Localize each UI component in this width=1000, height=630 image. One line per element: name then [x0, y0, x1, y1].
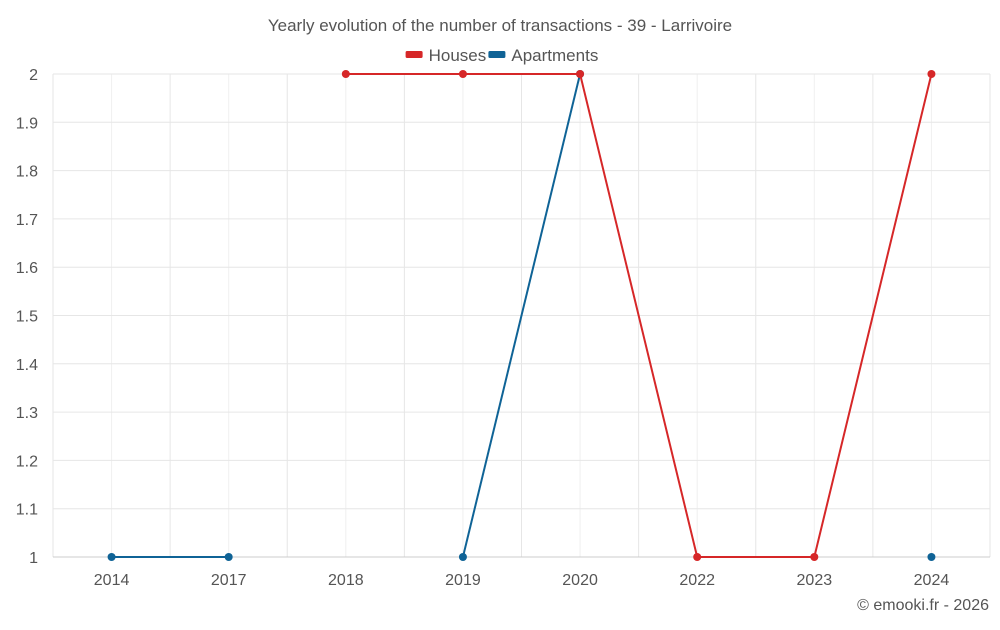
y-tick-label: 1.5: [16, 309, 38, 326]
credit-text: © emooki.fr - 2026: [857, 597, 989, 614]
chart-title: Yearly evolution of the number of transa…: [268, 16, 732, 35]
legend-item-houses[interactable]: Houses: [405, 46, 487, 65]
legend-swatch: [488, 51, 506, 58]
y-tick-label: 1.3: [16, 405, 38, 422]
x-tick-label: 2024: [914, 572, 950, 589]
data-point[interactable]: [224, 553, 233, 561]
data-point[interactable]: [458, 553, 467, 561]
legend-label: Houses: [429, 46, 487, 65]
data-point[interactable]: [927, 70, 936, 78]
data-point[interactable]: [107, 553, 116, 561]
data-point[interactable]: [576, 70, 585, 78]
data-point[interactable]: [810, 553, 819, 561]
y-tick-label: 1.4: [16, 357, 38, 374]
y-tick-label: 1.2: [16, 453, 38, 470]
series-houses: [341, 70, 936, 561]
legend-item-apartments[interactable]: Apartments: [488, 46, 598, 65]
series-apartments: [107, 70, 936, 561]
data-point[interactable]: [341, 70, 350, 78]
x-tick-label: 2019: [445, 572, 481, 589]
y-tick-label: 1.7: [16, 212, 38, 229]
legend-label: Apartments: [511, 46, 598, 65]
data-point[interactable]: [458, 70, 467, 78]
series-line: [345, 73, 933, 558]
y-tick-label: 2: [29, 67, 38, 84]
data-point[interactable]: [693, 553, 702, 561]
data-point[interactable]: [927, 553, 936, 561]
y-tick-label: 1.8: [16, 164, 38, 181]
x-tick-label: 2018: [328, 572, 364, 589]
x-tick-label: 2017: [211, 572, 247, 589]
x-tick-label: 2022: [679, 572, 715, 589]
x-tick-label: 2014: [94, 572, 130, 589]
series-lines: [107, 70, 936, 561]
x-tick-label: 2020: [562, 572, 598, 589]
series-line: [461, 73, 582, 558]
y-tick-label: 1: [29, 550, 38, 567]
y-tick-label: 1.6: [16, 260, 38, 277]
legend-swatch: [405, 51, 423, 58]
x-tick-label: 2023: [797, 572, 833, 589]
legend[interactable]: Houses Apartments: [405, 46, 599, 65]
axes: 1 1.1 1.2 1.3 1.4 1.5 1.6 1.7 1.8 1.9 2 2014 2017 201…: [16, 67, 990, 589]
y-tick-label: 1.9: [16, 115, 38, 132]
y-tick-label: 1.1: [16, 502, 38, 519]
